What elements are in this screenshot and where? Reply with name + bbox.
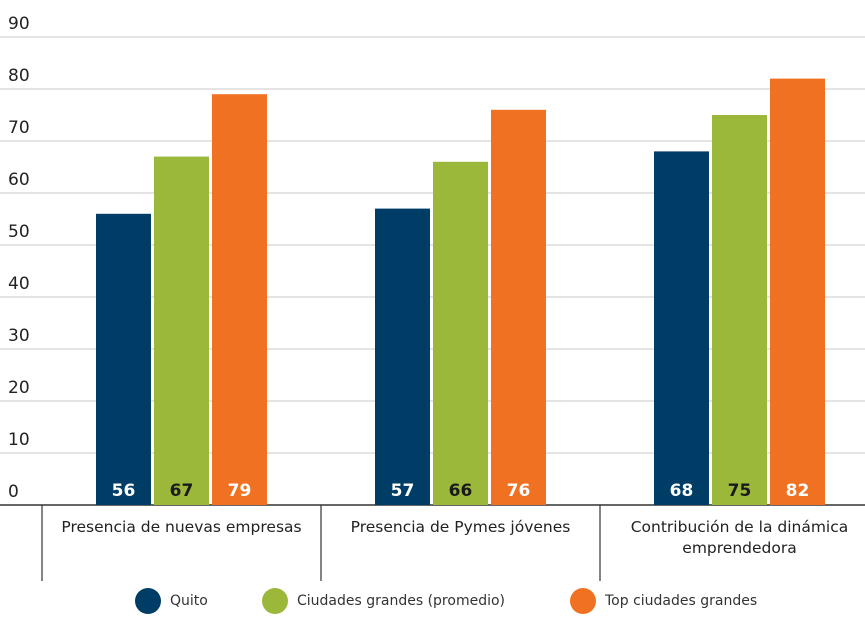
value-label: 79 — [228, 481, 252, 501]
value-label: 82 — [786, 481, 810, 501]
legend-marker — [135, 588, 161, 614]
y-tick-label: 30 — [8, 326, 30, 346]
bar — [433, 161, 488, 506]
value-label: 67 — [170, 481, 194, 501]
y-tick-label: 70 — [8, 118, 30, 138]
x-tick-label: Contribución de la dinámica emprendedora — [630, 518, 849, 557]
legend-marker — [262, 588, 288, 614]
y-tick-label: 40 — [8, 274, 30, 294]
y-tick-label: 10 — [8, 430, 30, 450]
value-label: 56 — [112, 481, 136, 501]
legend-label: Top ciudades grandes — [604, 593, 757, 609]
legend-label: Ciudades grandes (promedio) — [297, 593, 505, 609]
x-tick-label: Presencia de nuevas empresas — [61, 518, 302, 536]
bar — [770, 78, 825, 505]
y-tick-label: 90 — [8, 14, 30, 34]
x-tick-label: Presencia de Pymes jóvenes — [350, 518, 571, 536]
legend-marker — [570, 588, 596, 614]
y-tick-label: 20 — [8, 378, 30, 398]
bar — [154, 156, 209, 505]
y-tick-label: 60 — [8, 170, 30, 190]
y-tick-label: 0 — [8, 482, 19, 502]
y-tick-label: 50 — [8, 222, 30, 242]
value-label: 66 — [449, 481, 473, 501]
legend-label: Quito — [170, 593, 208, 609]
value-label: 75 — [728, 481, 752, 501]
bar — [491, 109, 546, 506]
bar — [96, 213, 151, 506]
bar — [212, 94, 267, 505]
value-label: 68 — [670, 481, 694, 501]
bar — [654, 151, 709, 505]
value-label: 57 — [391, 481, 415, 501]
bar — [375, 208, 430, 505]
y-tick-label: 80 — [8, 66, 30, 86]
bar — [712, 115, 767, 505]
value-label: 76 — [507, 481, 531, 501]
